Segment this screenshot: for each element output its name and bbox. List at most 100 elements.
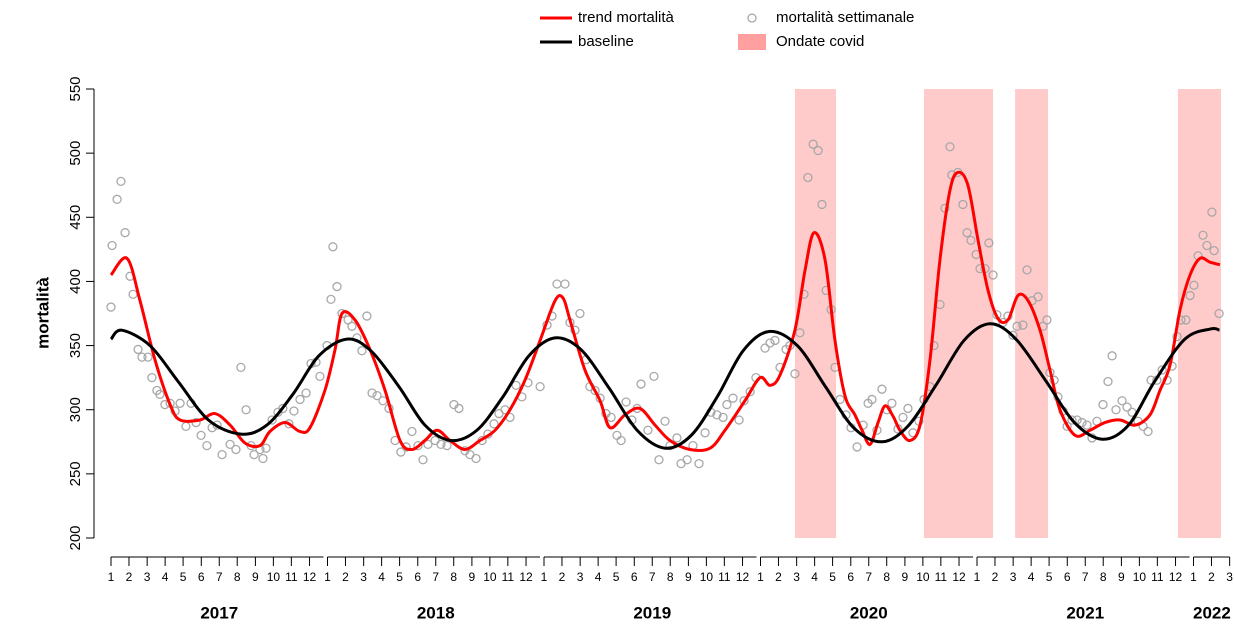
x-tick-label: 10 [267, 570, 281, 584]
point [112, 194, 122, 204]
y-tick-label: 250 [67, 461, 84, 486]
point [945, 142, 955, 152]
point [770, 335, 780, 346]
point [225, 439, 235, 450]
x-tick-label: 12 [952, 570, 966, 584]
x-tick-label: 12 [736, 570, 750, 584]
point [436, 439, 446, 450]
point [660, 416, 670, 426]
point [636, 379, 646, 389]
x-tick-label: 6 [631, 570, 638, 584]
y-tick-label: 300 [67, 397, 84, 422]
point [1082, 420, 1092, 430]
x-tick-label: 7 [865, 570, 872, 584]
point [407, 426, 417, 437]
point [1103, 376, 1113, 387]
point [175, 398, 185, 408]
point [120, 228, 130, 238]
x-tick-label: 3 [1226, 570, 1233, 584]
point [332, 281, 342, 292]
point [867, 394, 877, 405]
line [109, 322, 1220, 450]
point [728, 393, 738, 403]
point [1022, 265, 1032, 275]
point [418, 455, 428, 465]
x-tick-label: 2 [775, 570, 782, 584]
point [442, 440, 452, 451]
point [590, 385, 600, 396]
point [137, 352, 147, 362]
x-tick-label: 6 [1064, 570, 1071, 584]
y-tick-label: 550 [67, 76, 84, 101]
point [795, 328, 805, 338]
point [1214, 308, 1224, 319]
point [258, 453, 268, 464]
x-tick-label: 1 [1190, 570, 1197, 584]
line [109, 170, 1221, 453]
year-label: 2019 [633, 603, 671, 622]
point [1008, 330, 1018, 340]
point [643, 425, 653, 435]
y-tick-label: 200 [67, 525, 84, 550]
point [929, 340, 939, 351]
y-tick-label: 350 [67, 333, 84, 358]
point [612, 430, 622, 441]
x-tick-label: 1 [324, 570, 331, 584]
point [315, 371, 325, 382]
x-tick-label: 8 [234, 570, 241, 584]
x-tick-label: 2 [126, 570, 133, 584]
point [396, 447, 406, 457]
point [1202, 240, 1212, 251]
x-tick-label: 2 [1208, 570, 1215, 584]
point [808, 139, 818, 149]
point [196, 430, 206, 441]
point [903, 403, 913, 414]
point [616, 435, 626, 446]
point [1185, 290, 1195, 301]
legend-label: mortalità settimanale [776, 9, 914, 26]
x-tick-label: 12 [519, 570, 533, 584]
point [471, 453, 481, 464]
point [413, 440, 423, 451]
point [367, 388, 377, 398]
x-tick-label: 5 [396, 570, 403, 584]
point [745, 387, 755, 397]
point [231, 444, 241, 455]
point [765, 338, 775, 348]
point [1067, 415, 1077, 425]
point [790, 369, 800, 379]
point [552, 279, 562, 289]
x-tick-label: 3 [144, 570, 151, 584]
x-tick-label: 4 [595, 570, 602, 584]
point [1111, 405, 1121, 415]
point [734, 415, 744, 425]
point [649, 371, 659, 382]
point [535, 381, 545, 392]
point [560, 279, 570, 289]
x-tick-label: 6 [847, 570, 854, 584]
point [107, 240, 117, 251]
point [295, 394, 305, 405]
x-tick-label: 6 [198, 570, 205, 584]
x-tick-label: 2 [342, 570, 349, 584]
point [887, 398, 897, 408]
point [511, 380, 521, 390]
x-tick-label: 9 [1118, 570, 1125, 584]
legend-label: baseline [578, 33, 634, 50]
x-tick-label: 7 [216, 570, 223, 584]
point [1077, 417, 1087, 428]
x-tick-label: 4 [1028, 570, 1035, 584]
point [962, 228, 972, 238]
point [682, 455, 692, 465]
point [423, 439, 433, 450]
x-tick-label: 2 [992, 570, 999, 584]
x-tick-label: 9 [252, 570, 259, 584]
legend-swatch [747, 13, 757, 23]
point [347, 321, 357, 331]
point [278, 403, 288, 414]
x-tick-label: 11 [285, 570, 298, 584]
x-tick-label: 11 [718, 570, 731, 584]
covid-wave [1015, 89, 1049, 538]
x-tick-label: 4 [162, 570, 169, 584]
